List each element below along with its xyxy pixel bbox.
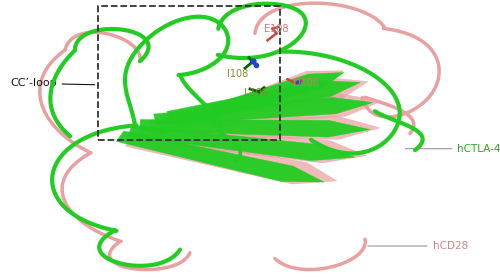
Polygon shape bbox=[167, 81, 360, 122]
Polygon shape bbox=[188, 71, 344, 128]
Polygon shape bbox=[116, 131, 324, 182]
Text: D106: D106 bbox=[292, 78, 318, 88]
Text: CC’-loop: CC’-loop bbox=[10, 78, 94, 88]
Polygon shape bbox=[128, 125, 355, 161]
Polygon shape bbox=[138, 126, 366, 163]
Polygon shape bbox=[140, 120, 370, 137]
Polygon shape bbox=[162, 94, 382, 130]
Text: L106: L106 bbox=[244, 88, 268, 98]
Polygon shape bbox=[150, 116, 380, 139]
Text: hCD28: hCD28 bbox=[368, 241, 468, 251]
Text: hCTLA-4: hCTLA-4 bbox=[406, 144, 500, 154]
Polygon shape bbox=[126, 132, 336, 184]
Bar bbox=[98, 6, 280, 140]
Polygon shape bbox=[180, 73, 344, 124]
Polygon shape bbox=[154, 97, 373, 125]
Text: E108: E108 bbox=[264, 24, 288, 34]
Polygon shape bbox=[176, 78, 368, 127]
Text: I108: I108 bbox=[228, 69, 249, 79]
